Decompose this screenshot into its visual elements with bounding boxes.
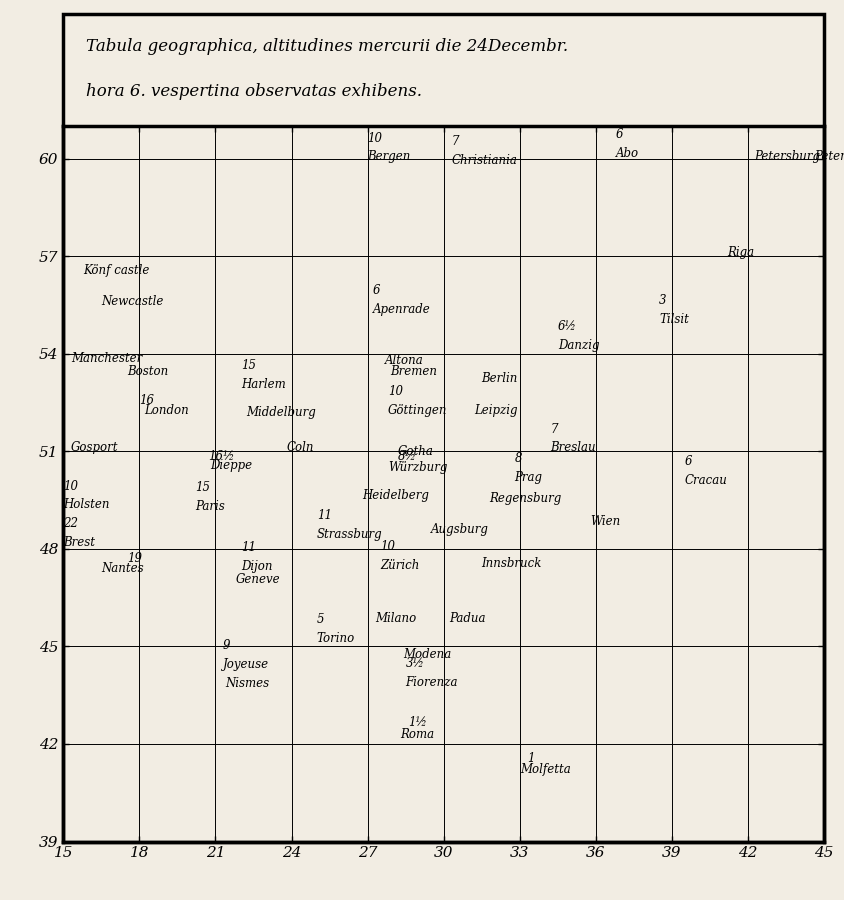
- Text: Strassburg: Strassburg: [316, 527, 382, 541]
- Text: Berlin: Berlin: [481, 372, 517, 384]
- Text: Augsburg: Augsburg: [430, 523, 488, 536]
- Text: 3½: 3½: [405, 657, 424, 670]
- Text: 10: 10: [63, 480, 78, 492]
- Text: 11: 11: [241, 541, 256, 554]
- Text: Christiania: Christiania: [451, 154, 517, 166]
- Text: 3: 3: [658, 294, 666, 307]
- Text: Boston: Boston: [127, 365, 168, 378]
- Text: 8: 8: [514, 452, 522, 465]
- Text: Danzig: Danzig: [557, 339, 598, 352]
- Text: Manchester: Manchester: [71, 352, 142, 365]
- Text: Gotha: Gotha: [398, 445, 433, 458]
- Text: 19: 19: [127, 552, 142, 565]
- Text: Torino: Torino: [316, 632, 354, 644]
- Text: Modena: Modena: [403, 648, 451, 661]
- Text: Könf castle: Könf castle: [84, 265, 150, 277]
- Text: Riga: Riga: [727, 247, 754, 259]
- Text: 7: 7: [549, 423, 557, 436]
- Text: Heidelberg: Heidelberg: [362, 489, 429, 501]
- Text: Fiorenza: Fiorenza: [405, 676, 457, 688]
- Text: Coln: Coln: [286, 442, 314, 454]
- Text: hora 6. vespertina observatas exhibens.: hora 6. vespertina observatas exhibens.: [86, 84, 422, 100]
- Text: Prag: Prag: [514, 471, 542, 483]
- Text: Nantes: Nantes: [101, 562, 143, 575]
- Text: Brest: Brest: [63, 536, 95, 549]
- Text: 15: 15: [241, 359, 256, 373]
- Text: Gosport: Gosport: [71, 442, 118, 454]
- Text: Zürich: Zürich: [380, 559, 419, 572]
- Text: 6½: 6½: [557, 320, 576, 333]
- Text: 16½: 16½: [208, 450, 234, 463]
- Text: Göttingen: Göttingen: [387, 404, 446, 417]
- Text: Abo: Abo: [615, 147, 638, 160]
- Text: Newcastle: Newcastle: [101, 295, 164, 308]
- Text: Roma: Roma: [400, 728, 434, 741]
- Text: 10: 10: [387, 385, 403, 398]
- Text: Altona: Altona: [385, 354, 424, 366]
- Text: Petersburg: Petersburg: [753, 150, 819, 164]
- Text: Harlem: Harlem: [241, 378, 285, 392]
- Text: Innsbruck: Innsbruck: [481, 557, 541, 570]
- Text: Petersburg: Petersburg: [813, 150, 844, 164]
- Text: Dieppe: Dieppe: [210, 459, 252, 472]
- Text: 7: 7: [451, 135, 458, 148]
- Text: London: London: [144, 404, 189, 417]
- Text: 5: 5: [316, 613, 324, 626]
- Text: 10: 10: [367, 131, 382, 145]
- Text: 1: 1: [527, 752, 534, 765]
- Text: 10: 10: [380, 540, 395, 553]
- Text: Breslau: Breslau: [549, 442, 595, 454]
- Text: 22: 22: [63, 517, 78, 530]
- Text: Molfetta: Molfetta: [519, 763, 570, 777]
- Text: 1½: 1½: [408, 716, 426, 729]
- Text: Leipzig: Leipzig: [473, 404, 517, 417]
- Text: Würzburg: Würzburg: [387, 461, 446, 474]
- Text: Bremen: Bremen: [390, 365, 437, 378]
- Text: Apenrade: Apenrade: [372, 303, 430, 316]
- Text: 6: 6: [615, 129, 623, 141]
- Text: Geneve: Geneve: [235, 573, 280, 586]
- Text: 15: 15: [195, 482, 210, 494]
- Text: Wien: Wien: [590, 515, 620, 527]
- Text: 11: 11: [316, 508, 332, 522]
- Text: Dijon: Dijon: [241, 560, 272, 573]
- Text: Padua: Padua: [448, 612, 484, 625]
- Text: Nismes: Nismes: [225, 678, 269, 690]
- Text: Tabula geographica, altitudines mercurii die 24Decembr.: Tabula geographica, altitudines mercurii…: [86, 38, 568, 55]
- Text: 6: 6: [684, 455, 691, 468]
- Text: 9: 9: [223, 639, 230, 652]
- Text: 16: 16: [139, 394, 154, 408]
- Text: Bergen: Bergen: [367, 150, 410, 164]
- Text: 6: 6: [372, 284, 380, 297]
- Text: Joyeuse: Joyeuse: [223, 658, 269, 670]
- Text: Tilsit: Tilsit: [658, 313, 688, 326]
- Text: Milano: Milano: [375, 612, 416, 625]
- Text: Cracau: Cracau: [684, 474, 727, 487]
- FancyBboxPatch shape: [63, 14, 823, 126]
- Text: Holsten: Holsten: [63, 499, 110, 511]
- Text: Paris: Paris: [195, 500, 225, 513]
- Text: Regensburg: Regensburg: [489, 492, 561, 505]
- Text: 8½: 8½: [398, 450, 416, 463]
- Text: Middelburg: Middelburg: [246, 406, 316, 419]
